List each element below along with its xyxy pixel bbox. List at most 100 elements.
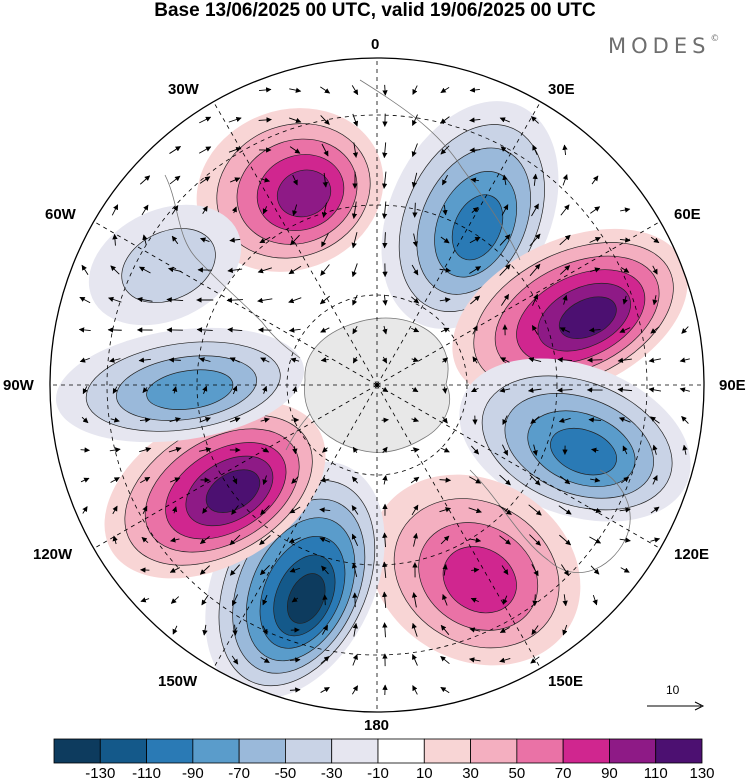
- wind-arrow: [529, 474, 541, 486]
- wind-arrow: [109, 357, 121, 363]
- wind-arrow: [469, 627, 481, 633]
- wind-arrow: [257, 267, 272, 274]
- wind-arrow: [650, 506, 660, 514]
- wind-arrow: [168, 357, 181, 363]
- wind-arrow: [198, 146, 212, 154]
- wind-arrow: [111, 204, 119, 216]
- wind-arrow: [499, 264, 511, 276]
- wind-arrow: [590, 477, 601, 483]
- wind-arrow: [351, 562, 358, 577]
- wind-arrow: [169, 146, 181, 154]
- wind-arrow: [440, 86, 450, 94]
- wind-arrow: [351, 232, 358, 249]
- wind-arrow: [319, 537, 331, 543]
- wind-arrow: [617, 387, 633, 393]
- wind-arrow: [292, 174, 298, 186]
- wind-arrow: [351, 533, 359, 547]
- wind-arrow: [562, 294, 568, 305]
- colorbar-cell: [99, 738, 147, 764]
- wind-arrow: [351, 505, 359, 515]
- wind-arrow: [472, 356, 478, 364]
- wind-arrow: [289, 146, 301, 154]
- wind-arrow: [532, 144, 538, 156]
- wind-arrow: [499, 657, 511, 663]
- wind-arrow: [171, 506, 178, 514]
- wind-arrow: [411, 264, 419, 276]
- wind-arrow: [469, 476, 482, 484]
- map-title: Base 13/06/2025 00 UTC, valid 19/06/2025…: [154, 0, 596, 21]
- wind-arrow: [440, 327, 450, 333]
- wind-arrow: [110, 477, 120, 483]
- wind-arrow: [172, 625, 178, 635]
- wind-arrow: [411, 327, 420, 333]
- reference-vector-arrow: [647, 701, 705, 711]
- wind-arrow: [112, 233, 118, 246]
- wind-arrow: [352, 142, 359, 158]
- wind-arrow: [289, 87, 302, 93]
- wind-arrow: [620, 207, 631, 213]
- wind-arrow: [590, 206, 601, 214]
- wind-arrow: [382, 475, 388, 485]
- wind-arrow: [320, 687, 330, 693]
- wind-arrow: [199, 536, 210, 544]
- wind-arrow: [351, 201, 358, 219]
- wind-arrow: [439, 267, 451, 273]
- wind-arrow: [231, 594, 239, 607]
- lon-label-30e: 30E: [548, 81, 575, 98]
- wind-arrow: [440, 655, 450, 665]
- wind-arrow: [79, 296, 91, 304]
- wind-arrow: [502, 595, 508, 605]
- wind-arrow: [590, 565, 600, 575]
- colorbar-tick: 130: [689, 765, 715, 782]
- wind-arrow: [289, 506, 301, 514]
- wind-arrow: [259, 564, 270, 576]
- meridian-line: [213, 384, 378, 669]
- wind-arrow: [440, 145, 450, 155]
- wind-arrow: [351, 263, 358, 278]
- wind-arrow: [321, 202, 328, 218]
- wind-arrow: [141, 204, 149, 216]
- wind-arrow: [621, 476, 630, 484]
- wind-arrow: [142, 505, 148, 515]
- wind-arrow: [528, 387, 542, 393]
- wind-arrow: [288, 297, 302, 304]
- lon-label-60e: 60E: [674, 206, 701, 223]
- wind-arrow: [229, 357, 240, 363]
- wind-arrow: [320, 656, 330, 664]
- wind-arrow: [168, 266, 182, 273]
- wind-arrow: [530, 416, 540, 424]
- wind-arrow: [78, 327, 91, 333]
- wind-arrow: [442, 594, 448, 606]
- wind-arrow: [170, 596, 180, 604]
- wind-arrow: [352, 446, 359, 454]
- wind-arrow: [80, 477, 90, 483]
- anomaly-contour: [205, 469, 261, 513]
- wind-arrow: [109, 447, 121, 453]
- wind-arrow: [620, 567, 630, 573]
- colorbar-cell: [516, 738, 564, 764]
- wind-arrow: [650, 326, 660, 334]
- anomaly-contour: [550, 427, 617, 476]
- wind-arrow: [440, 535, 450, 545]
- wind-arrow: [562, 594, 568, 607]
- wind-arrow: [199, 565, 210, 575]
- colorbar-tick: 50: [508, 765, 526, 782]
- colorbar-tick: -30: [320, 765, 343, 782]
- wind-arrow: [288, 537, 301, 544]
- wind-arrow: [681, 326, 689, 334]
- wind-arrow: [112, 386, 118, 394]
- anomaly-fields: [55, 101, 691, 699]
- wind-arrow: [320, 264, 330, 276]
- lon-label-90w: 90W: [3, 377, 34, 394]
- wind-arrow: [289, 687, 301, 693]
- wind-arrow: [288, 117, 302, 123]
- wind-arrow: [560, 564, 570, 576]
- copyright-mark: ©: [710, 34, 720, 44]
- wind-arrow: [652, 444, 658, 455]
- wind-arrow: [442, 174, 448, 186]
- wind-arrow: [169, 417, 181, 423]
- wind-arrow: [411, 592, 418, 608]
- wind-arrow: [530, 116, 539, 124]
- wind-arrow: [141, 536, 149, 544]
- wind-arrow: [411, 296, 420, 304]
